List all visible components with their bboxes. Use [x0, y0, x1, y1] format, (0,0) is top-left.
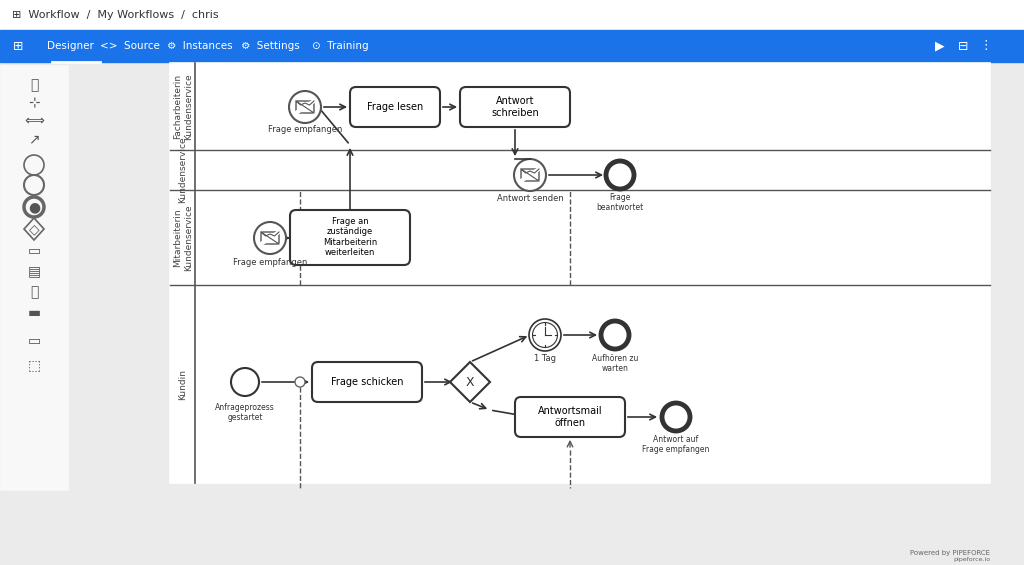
Text: ●: ●	[28, 200, 40, 214]
Text: ▶: ▶	[935, 40, 945, 53]
FancyBboxPatch shape	[350, 87, 440, 127]
Circle shape	[529, 319, 561, 351]
Circle shape	[606, 161, 634, 189]
Text: ⊹: ⊹	[29, 96, 40, 110]
FancyBboxPatch shape	[261, 232, 279, 244]
Text: ✋: ✋	[30, 78, 38, 92]
Text: ↗: ↗	[29, 132, 40, 146]
Bar	[170, 63, 990, 483]
Text: Powered by PIPEFORCE: Powered by PIPEFORCE	[910, 550, 990, 556]
Text: X: X	[466, 376, 474, 389]
Text: ⟺: ⟺	[24, 114, 44, 128]
Circle shape	[662, 403, 690, 431]
Text: ▬: ▬	[28, 306, 41, 320]
Text: ⚙  Settings: ⚙ Settings	[241, 41, 299, 51]
Text: Anfrageprozess
gestartet: Anfrageprozess gestartet	[215, 403, 274, 423]
Polygon shape	[450, 362, 490, 402]
Text: ▤: ▤	[28, 264, 41, 278]
Text: ⋮: ⋮	[980, 40, 992, 53]
Text: ⚙  Instances: ⚙ Instances	[167, 41, 232, 51]
Text: ▭: ▭	[28, 243, 41, 257]
Text: Kundenservice: Kundenservice	[178, 137, 187, 203]
Text: ⊟: ⊟	[957, 40, 969, 53]
Bar	[0, 30, 1024, 62]
Circle shape	[231, 368, 259, 396]
FancyBboxPatch shape	[296, 101, 314, 113]
Bar	[0, 0, 1024, 30]
Text: Antwort
schreiben: Antwort schreiben	[492, 96, 539, 118]
FancyBboxPatch shape	[290, 210, 410, 265]
FancyBboxPatch shape	[521, 169, 539, 181]
Text: Frage empfangen: Frage empfangen	[268, 125, 342, 134]
Text: pipeforce.io: pipeforce.io	[953, 558, 990, 563]
FancyBboxPatch shape	[312, 362, 422, 402]
Bar	[0, 545, 1024, 565]
Text: ⊞: ⊞	[12, 40, 24, 53]
Bar	[0, 65, 68, 490]
Text: Designer: Designer	[46, 41, 93, 51]
Text: Aufhören zu
warten: Aufhören zu warten	[592, 354, 638, 373]
Text: Frage an
zuständige
Mitarbeiterin
weiterleiten: Frage an zuständige Mitarbeiterin weiter…	[323, 217, 377, 257]
Text: ⊞  Workflow  /  My Workflows  /  chris: ⊞ Workflow / My Workflows / chris	[12, 10, 219, 20]
Text: Antwort auf
Frage empfangen: Antwort auf Frage empfangen	[642, 435, 710, 454]
Circle shape	[289, 91, 321, 123]
Text: <>  Source: <> Source	[100, 41, 160, 51]
Text: ◇: ◇	[29, 222, 39, 236]
Text: Frage
beantwortet: Frage beantwortet	[596, 193, 644, 212]
Circle shape	[295, 377, 305, 387]
Circle shape	[514, 159, 546, 191]
Text: Kundin: Kundin	[178, 368, 187, 399]
Text: Mitarbeiterin
Kundenservice: Mitarbeiterin Kundenservice	[173, 204, 193, 271]
Text: Frage empfangen: Frage empfangen	[232, 258, 307, 267]
Text: 📄: 📄	[30, 285, 38, 299]
Text: Facharbeiterin
Kundenservice: Facharbeiterin Kundenservice	[173, 73, 193, 140]
Circle shape	[254, 222, 286, 254]
FancyBboxPatch shape	[460, 87, 570, 127]
Circle shape	[601, 321, 629, 349]
FancyBboxPatch shape	[515, 397, 625, 437]
Text: Antwortsmail
öffnen: Antwortsmail öffnen	[538, 406, 602, 428]
Text: Frage lesen: Frage lesen	[367, 102, 423, 112]
Text: Antwort senden: Antwort senden	[497, 194, 563, 203]
Text: 1 Tag: 1 Tag	[534, 354, 556, 363]
Text: ▭: ▭	[28, 333, 41, 347]
Text: ⊙  Training: ⊙ Training	[311, 41, 369, 51]
Text: ⬚: ⬚	[28, 358, 41, 372]
Text: Frage schicken: Frage schicken	[331, 377, 403, 387]
